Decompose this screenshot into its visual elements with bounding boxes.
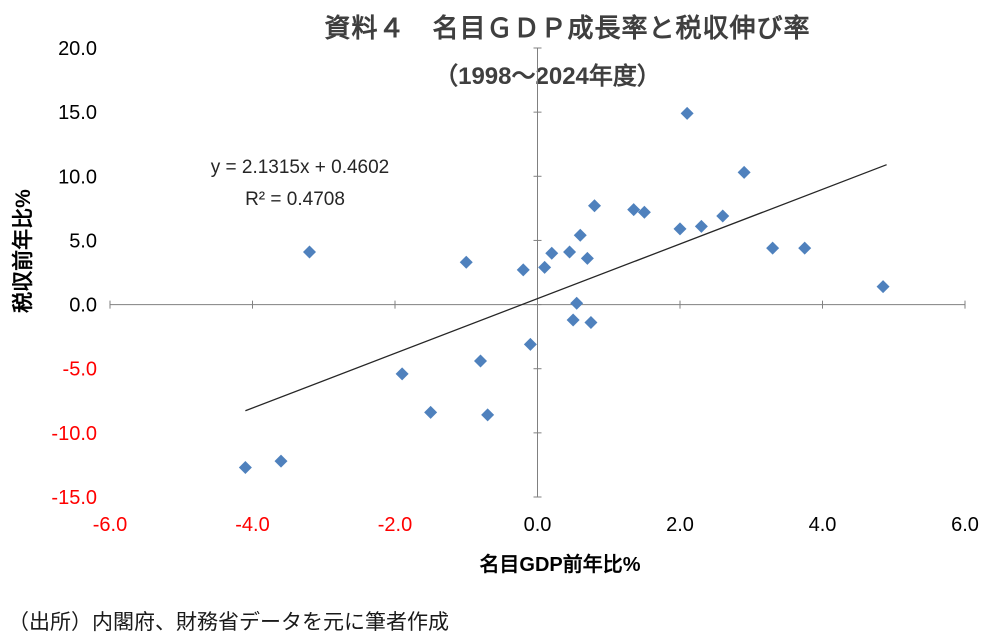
trendline-equation: y = 2.1315x + 0.4602 xyxy=(210,157,390,178)
data-point xyxy=(566,313,580,327)
data-point xyxy=(459,255,473,269)
x-tick-label: -6.0 xyxy=(93,514,127,536)
data-point xyxy=(680,106,694,120)
trendline-r2: R² = 0.4708 xyxy=(245,189,345,210)
chart-title: 資料４ 名目ＧＤＰ成長率と税収伸び率 xyxy=(324,13,811,43)
data-point xyxy=(424,405,438,419)
y-tick-label: -10.0 xyxy=(51,423,97,445)
data-point xyxy=(238,460,252,474)
y-tick-label: 10.0 xyxy=(58,166,97,188)
data-point xyxy=(516,263,530,277)
x-tick-label: 0.0 xyxy=(524,514,552,536)
x-axis-title: 名目GDP前年比% xyxy=(479,554,641,576)
data-point xyxy=(627,203,641,217)
data-point xyxy=(545,246,559,260)
source-note: （出所）内閣府、財務省データを元に筆者作成 xyxy=(8,611,449,634)
data-point xyxy=(766,241,780,255)
data-point xyxy=(481,408,495,422)
data-point xyxy=(798,241,812,255)
chart-subtitle: （1998～2024年度） xyxy=(434,63,661,90)
data-point xyxy=(673,222,687,236)
scatter-plot: -6.0 -4.0 -2.0 0.0 2.0 4.0 6.0 20.0 15.0 10.0 5.0 0… xyxy=(51,38,979,536)
data-point xyxy=(523,337,537,351)
data-point xyxy=(876,280,890,294)
y-tick-label: 0.0 xyxy=(69,295,97,317)
data-point xyxy=(584,316,598,330)
x-tick-label: 4.0 xyxy=(809,514,837,536)
data-point xyxy=(538,260,552,274)
data-point xyxy=(563,245,577,259)
data-point xyxy=(303,245,316,259)
data-point xyxy=(737,165,751,179)
y-axis-title: 税収前年比% xyxy=(12,189,35,313)
data-point xyxy=(716,209,730,223)
data-point xyxy=(637,205,651,219)
x-tick-label: 2.0 xyxy=(666,514,694,536)
trendline xyxy=(245,164,887,412)
y-tick-label: 15.0 xyxy=(58,102,97,124)
data-point xyxy=(474,354,487,368)
y-tick-label: -5.0 xyxy=(63,359,97,381)
data-point xyxy=(570,296,584,310)
x-tick-label: -2.0 xyxy=(378,514,412,536)
data-point xyxy=(694,219,708,233)
data-point xyxy=(573,228,587,242)
data-point xyxy=(274,454,288,468)
y-tick-label: 20.0 xyxy=(58,38,97,60)
x-tick-label: -4.0 xyxy=(235,514,269,536)
data-point xyxy=(588,199,601,213)
x-tick-label: 6.0 xyxy=(951,514,979,536)
y-tick-label: -15.0 xyxy=(51,487,97,509)
data-point xyxy=(580,251,594,265)
y-tick-label: 5.0 xyxy=(69,230,97,252)
data-point xyxy=(395,367,409,381)
